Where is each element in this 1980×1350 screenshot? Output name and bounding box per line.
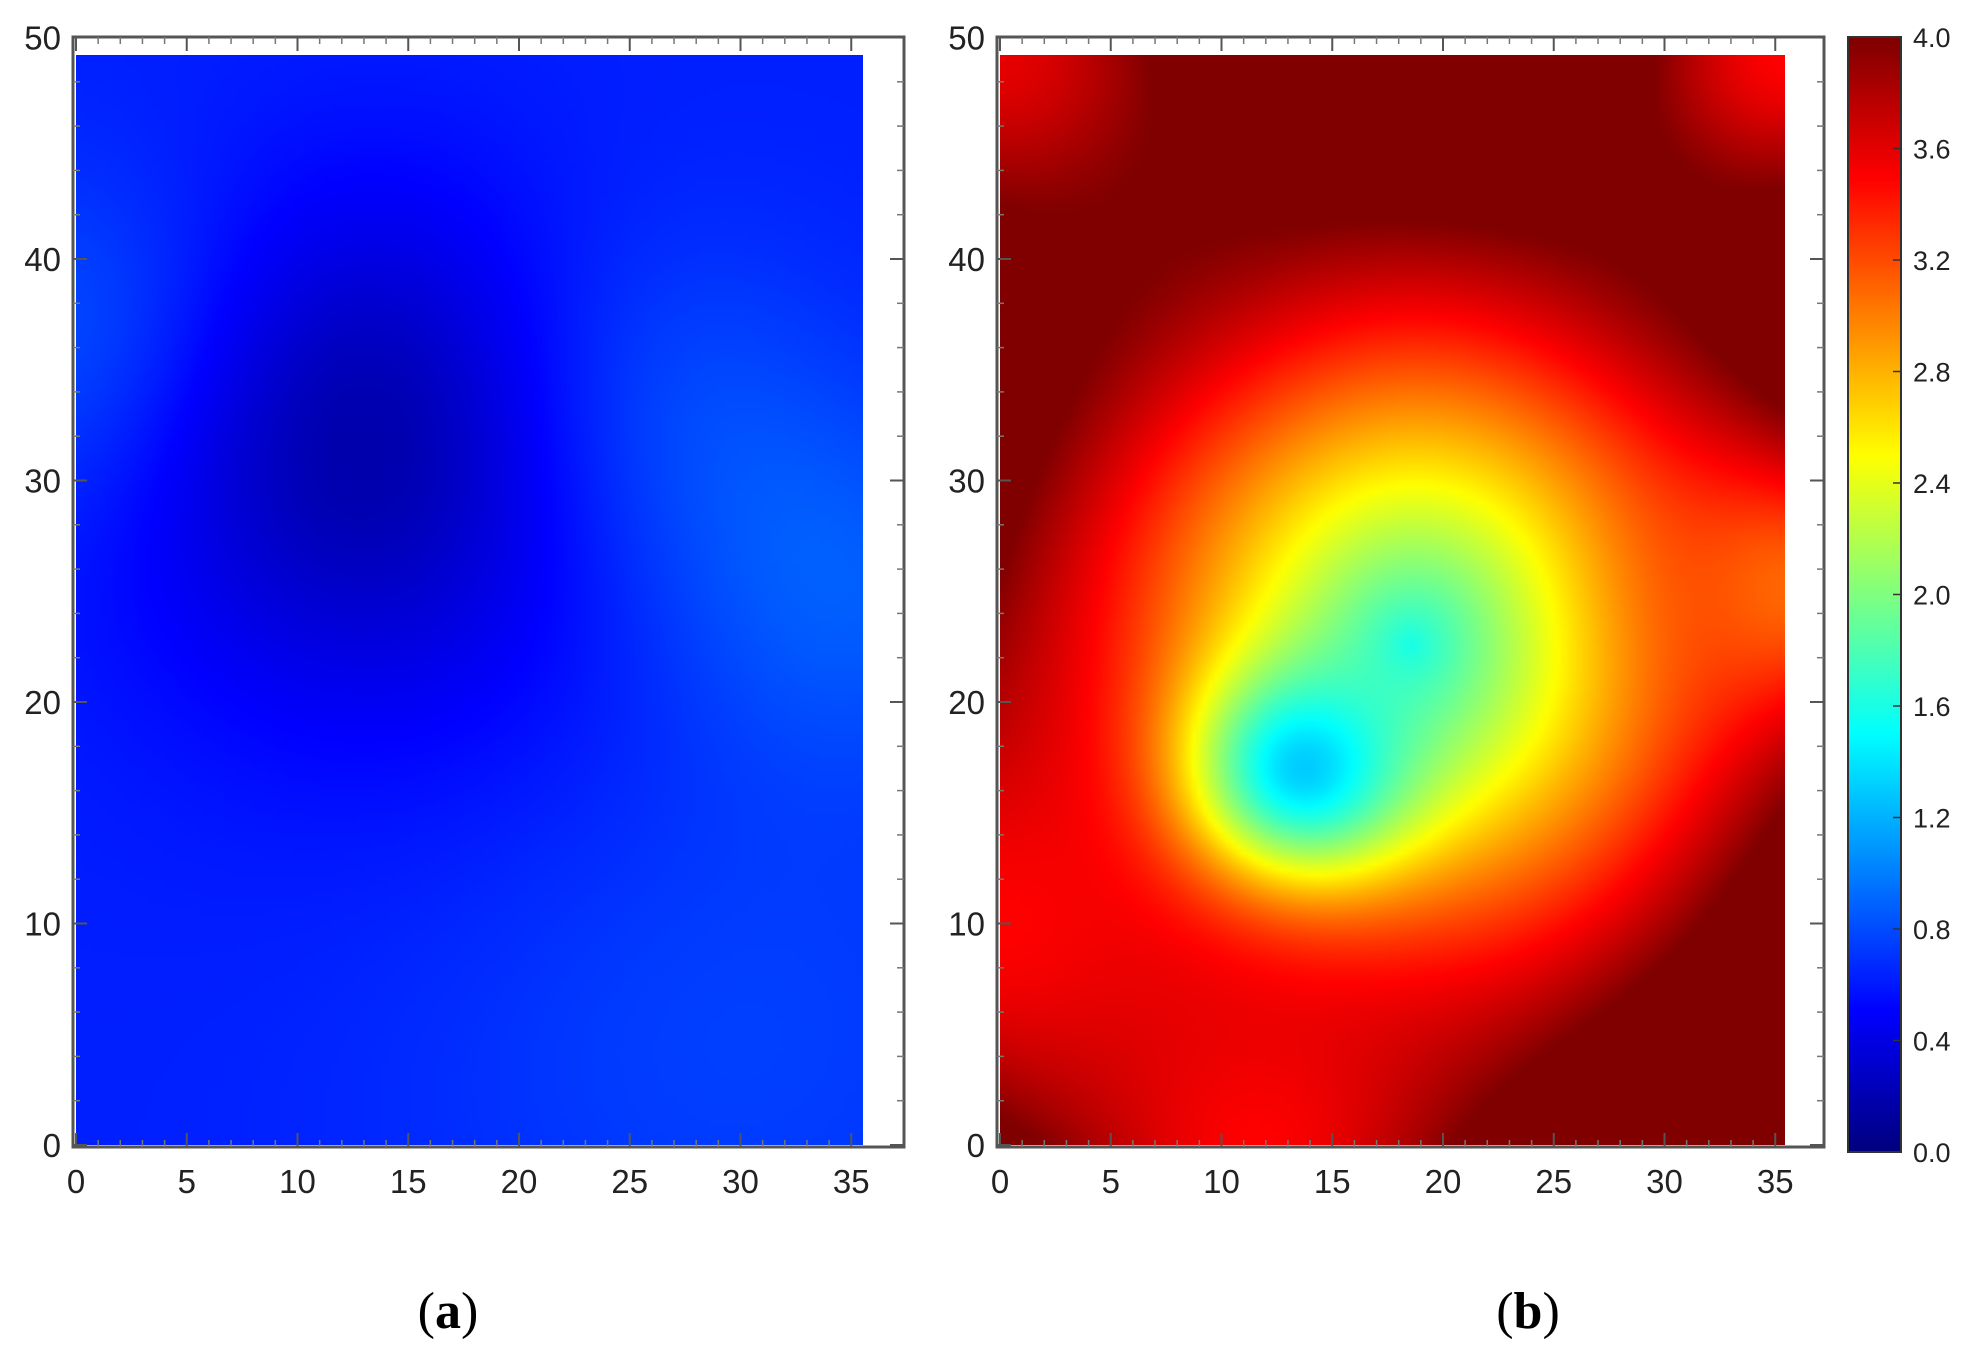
plot-a-frame	[71, 35, 906, 1149]
x-tick-label-a: 25	[611, 1163, 648, 1200]
colorbar-tick-label: 1.2	[1913, 804, 1951, 834]
x-tick-label-b: 35	[1757, 1163, 1794, 1200]
y-tick-label-a: 40	[24, 241, 61, 278]
x-tick-label-b: 10	[1203, 1163, 1240, 1200]
panel-b: 0 5 10 15 20 25 30 35 0 10 20 30 40 50 (b)	[948, 20, 1826, 1340]
colorbar-gradient	[1848, 37, 1901, 1152]
colorbar-tick-label: 0.8	[1913, 915, 1951, 945]
x-tick-label-a: 15	[390, 1163, 427, 1200]
y-tick-label-a: 10	[24, 906, 61, 943]
y-tick-label-b: 10	[948, 906, 985, 943]
y-tick-label-a: 20	[24, 684, 61, 721]
y-tick-label-a: 30	[24, 463, 61, 500]
x-tick-label-a: 10	[279, 1163, 316, 1200]
x-tick-label-a: 30	[722, 1163, 759, 1200]
x-tick-label-b: 0	[991, 1163, 1009, 1200]
panel-a-letter: a	[435, 1283, 461, 1340]
x-tick-label-b: 25	[1535, 1163, 1572, 1200]
x-tick-label-a: 20	[501, 1163, 538, 1200]
colorbar-tick-label: 1.6	[1913, 692, 1951, 722]
panel-b-caption: (b)	[1496, 1283, 1560, 1340]
x-tick-label-b: 20	[1425, 1163, 1462, 1200]
colorbar-tick-label: 0.4	[1913, 1027, 1951, 1057]
y-tick-label-a: 0	[43, 1127, 61, 1164]
x-tick-label-b: 5	[1102, 1163, 1120, 1200]
x-tick-label-b: 15	[1314, 1163, 1351, 1200]
colorbar-tick-label: 3.6	[1913, 135, 1951, 165]
heatmap-b	[1000, 55, 1785, 1145]
x-tick-label-a: 0	[67, 1163, 85, 1200]
panel-a: 0 5 10 15 20 25 30 35 0 10 20 30 40 50 (a)	[24, 20, 906, 1340]
plot-b-frame	[995, 35, 1826, 1149]
y-tick-label-b: 30	[948, 463, 985, 500]
y-tick-label-b: 50	[948, 20, 985, 57]
x-tick-label-a: 35	[833, 1163, 870, 1200]
x-tick-label-a: 5	[178, 1163, 196, 1200]
colorbar-ticks: 0.0 0.4 0.8 1.2 1.6 2.0 2.4 2.8 3.2 3.6 4.0	[1893, 23, 1951, 1168]
panel-a-caption: (a)	[418, 1283, 479, 1340]
y-tick-label-a: 50	[24, 20, 61, 57]
x-tick-label-b: 30	[1646, 1163, 1683, 1200]
colorbar-tick-label: 0.0	[1913, 1138, 1951, 1168]
panel-b-letter: b	[1514, 1283, 1543, 1340]
colorbar-tick-label: 2.8	[1913, 358, 1951, 388]
colorbar-tick-label: 2.0	[1913, 581, 1951, 611]
y-tick-label-b: 0	[967, 1127, 985, 1164]
ticks-b: 0 5 10 15 20 25 30 35 0 10 20 30 40 50	[948, 20, 1824, 1200]
colorbar: 0.0 0.4 0.8 1.2 1.6 2.0 2.4 2.8 3.2 3.6 4.0	[1847, 23, 1951, 1168]
y-tick-label-b: 40	[948, 241, 985, 278]
colorbar-tick-label: 2.4	[1913, 469, 1951, 499]
colorbar-tick-label: 4.0	[1913, 23, 1951, 53]
y-tick-label-b: 20	[948, 684, 985, 721]
colorbar-tick-label: 3.2	[1913, 246, 1951, 276]
ticks-a: 0 5 10 15 20 25 30 35 0 10 20 30 40 50	[24, 20, 904, 1200]
heatmap-a	[76, 55, 863, 1145]
